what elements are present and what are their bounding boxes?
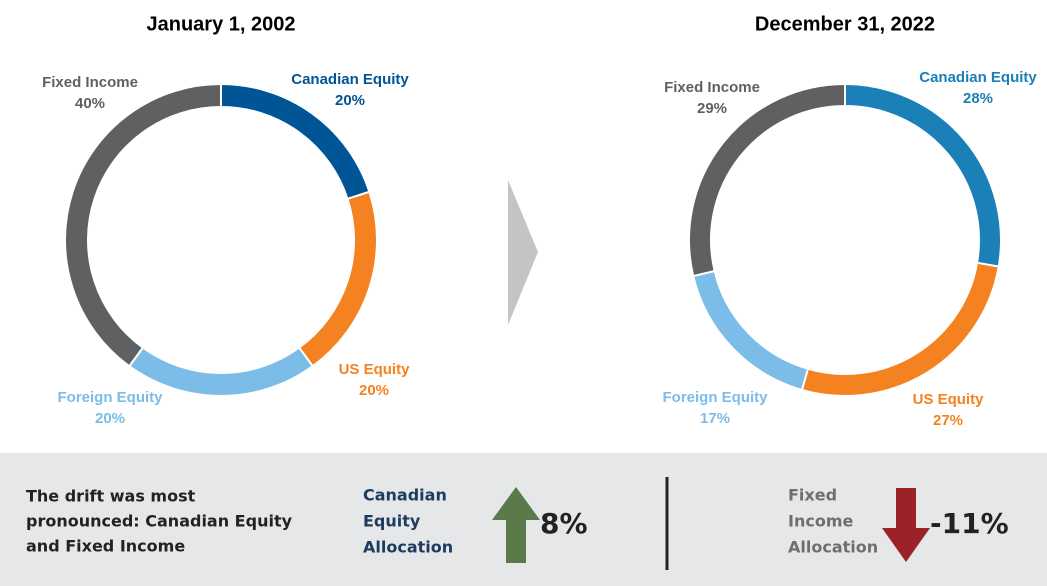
allocation-label: Income (788, 512, 853, 531)
allocation-label: Allocation (363, 538, 453, 557)
slice-name: Canadian Equity (291, 71, 409, 88)
slice-value: 20% (335, 92, 365, 109)
summary-line: The drift was most (26, 487, 196, 506)
allocation-label: Canadian (363, 486, 447, 505)
slice-value: 20% (359, 382, 389, 399)
slice-name: Foreign Equity (663, 389, 769, 406)
up-arrow (492, 487, 540, 563)
slice-name: Fixed Income (42, 74, 138, 91)
slice-name: Fixed Income (664, 79, 760, 96)
chart-title: December 31, 2022 (755, 13, 935, 35)
donut-slice (692, 269, 810, 392)
slice-name: US Equity (339, 361, 410, 378)
slice-name: Foreign Equity (58, 389, 164, 406)
summary-line: and Fixed Income (26, 537, 185, 556)
allocation-label: Allocation (788, 538, 878, 557)
slice-value: 29% (697, 100, 727, 117)
arrow (508, 180, 538, 325)
change-value: -11% (930, 507, 1009, 540)
allocation-label: Fixed (788, 486, 837, 505)
summary-line: pronounced: Canadian Equity (26, 512, 293, 531)
slice-value: 17% (700, 410, 730, 427)
donut-slice (844, 82, 1002, 268)
down-arrow (882, 488, 930, 562)
donut-slice (800, 261, 1000, 397)
chart-title: January 1, 2002 (147, 13, 296, 35)
donut-slice (688, 82, 846, 278)
slice-value: 28% (963, 90, 993, 107)
donut-slice (64, 82, 222, 368)
change-value: 8% (540, 507, 588, 540)
donut-slice (297, 190, 378, 368)
slice-value: 20% (95, 410, 125, 427)
allocation-label: Equity (363, 512, 421, 531)
slice-name: Canadian Equity (919, 69, 1037, 86)
slice-name: US Equity (913, 391, 984, 408)
slice-value: 27% (933, 412, 963, 429)
slice-value: 40% (75, 95, 105, 112)
